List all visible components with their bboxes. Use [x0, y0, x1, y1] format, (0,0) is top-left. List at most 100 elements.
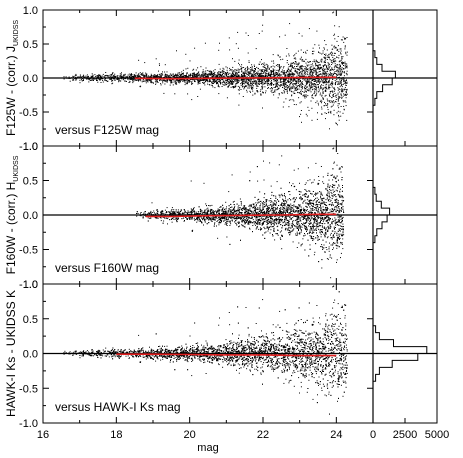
scatter-point [269, 88, 271, 90]
scatter-point [164, 64, 166, 66]
scatter-point [298, 81, 300, 83]
scatter-point [328, 80, 330, 82]
scatter-point [105, 78, 106, 80]
scatter-point [299, 58, 301, 60]
scatter-point [165, 81, 167, 83]
scatter-point [310, 61, 311, 63]
scatter-point [139, 79, 141, 81]
scatter-point [185, 80, 187, 82]
scatter-point [197, 74, 199, 76]
scatter-point [177, 79, 179, 81]
scatter-point [191, 83, 193, 85]
scatter-point [214, 73, 215, 75]
scatter-point [198, 79, 200, 81]
scatter-point [300, 89, 302, 91]
scatter-point [294, 92, 296, 94]
scatter-point [245, 72, 246, 74]
scatter-point [335, 101, 337, 103]
scatter-point [145, 74, 147, 76]
scatter-point [290, 62, 292, 64]
scatter-point [130, 78, 132, 80]
scatter-point [285, 74, 287, 76]
scatter-point [343, 80, 345, 81]
scatter-point [281, 193, 283, 195]
scatter-point [262, 69, 264, 71]
scatter-point [162, 80, 164, 82]
scatter-point [318, 104, 319, 106]
scatter-point [285, 98, 287, 100]
scatter-point [300, 82, 302, 84]
scatter-point [218, 63, 220, 65]
scatter-point [186, 79, 188, 81]
scatter-point [300, 84, 302, 86]
scatter-point [305, 75, 307, 77]
scatter-point [302, 84, 304, 86]
scatter-point [270, 81, 272, 83]
scatter-point [293, 83, 295, 85]
scatter-point [318, 79, 320, 81]
scatter-point [325, 227, 327, 229]
scatter-point [277, 89, 279, 90]
scatter-point [309, 82, 311, 84]
scatter-point [115, 76, 117, 77]
scatter-point [342, 243, 343, 245]
scatter-point [135, 75, 137, 77]
scatter-point [338, 57, 340, 59]
scatter-point [334, 222, 336, 224]
scatter-point [273, 91, 274, 93]
scatter-point [217, 78, 219, 80]
scatter-point [250, 83, 251, 85]
scatter-point [104, 79, 105, 81]
scatter-point [292, 80, 294, 82]
scatter-point [232, 81, 234, 83]
scatter-point [316, 90, 318, 92]
scatter-point [281, 78, 283, 80]
scatter-point [255, 73, 256, 75]
scatter-point [344, 38, 346, 40]
scatter-point [238, 70, 240, 72]
scatter-point [223, 75, 225, 77]
scatter-point [263, 82, 265, 84]
scatter-point [295, 83, 297, 85]
scatter-point [286, 62, 288, 64]
scatter-point [141, 74, 143, 76]
scatter-point [290, 69, 292, 71]
scatter-point [246, 70, 248, 72]
scatter-point [229, 80, 231, 82]
scatter-point [234, 76, 236, 78]
scatter-point [268, 79, 270, 81]
scatter-point [312, 79, 314, 81]
scatter-point [241, 74, 242, 75]
scatter-point [307, 65, 309, 67]
scatter-point [339, 63, 341, 65]
scatter-point [270, 83, 272, 85]
scatter-point [334, 61, 336, 63]
scatter-point [344, 93, 346, 95]
scatter-point [205, 74, 206, 76]
scatter-point [185, 75, 187, 77]
scatter-point [200, 66, 202, 68]
scatter-point [308, 64, 310, 66]
scatter-point [238, 62, 239, 64]
scatter-point [166, 74, 168, 76]
scatter-point [340, 93, 342, 95]
scatter-point [194, 81, 196, 83]
scatter-point [264, 69, 265, 71]
scatter-point [335, 96, 337, 98]
scatter-point [314, 95, 316, 97]
scatter-point [330, 112, 332, 114]
scatter-point [332, 101, 334, 103]
scatter-point [302, 70, 304, 72]
scatter-point [340, 171, 342, 173]
scatter-point [240, 84, 242, 86]
scatter-point [251, 68, 253, 70]
scatter-point [265, 69, 267, 71]
scatter-point [318, 66, 320, 68]
scatter-point [315, 70, 317, 72]
scatter-point [338, 91, 340, 93]
scatter-point [177, 81, 179, 83]
scatter-point [322, 221, 324, 223]
scatter-point [133, 74, 135, 76]
scatter-point [346, 119, 348, 121]
scatter-point [112, 80, 114, 82]
